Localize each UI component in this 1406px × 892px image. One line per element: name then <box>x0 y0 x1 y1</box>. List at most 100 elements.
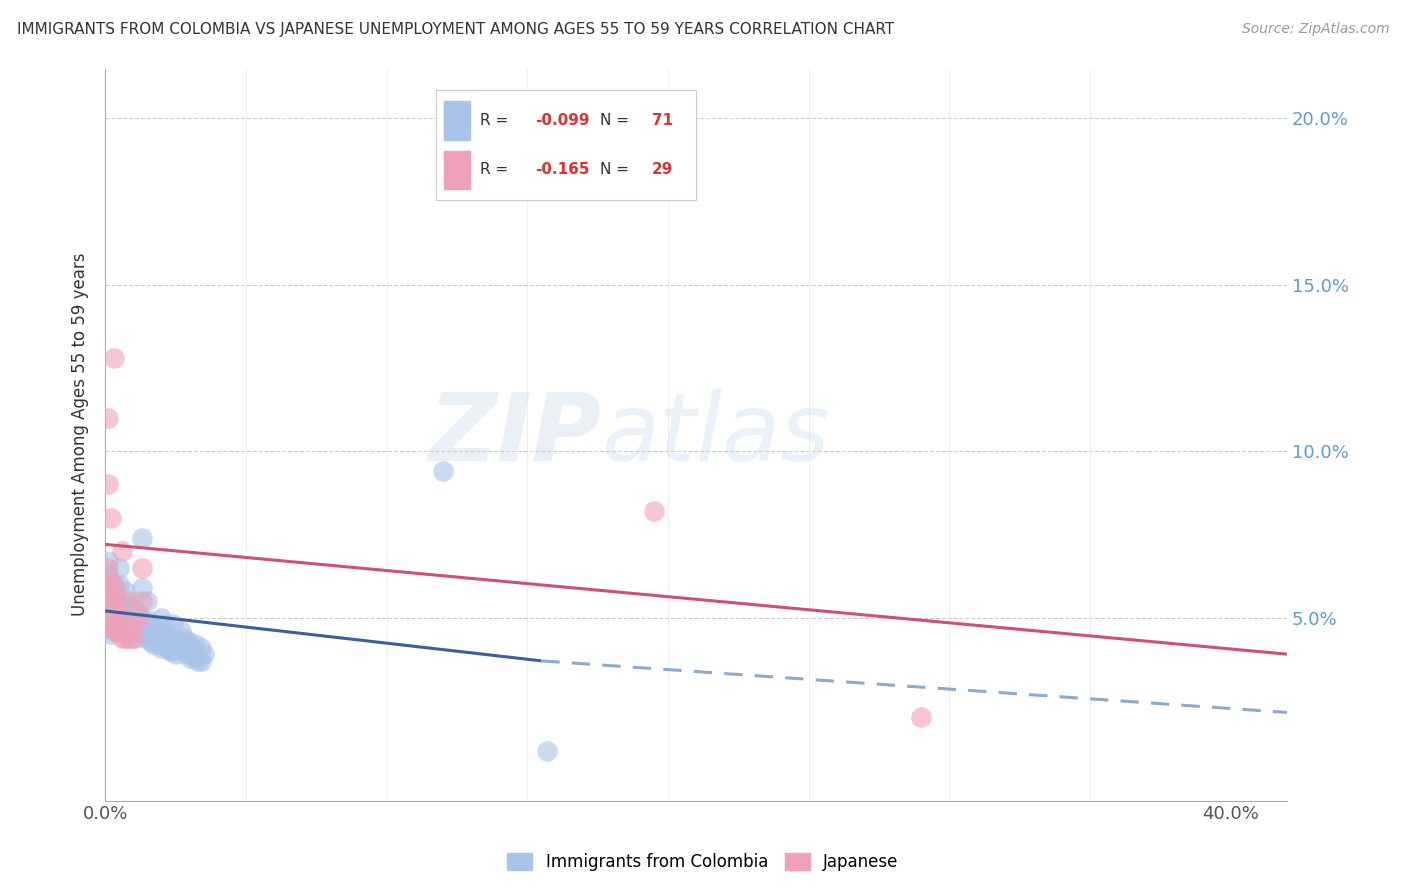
Point <box>134 627 156 641</box>
Point <box>142 624 165 638</box>
Point <box>111 597 134 611</box>
Point <box>193 647 215 661</box>
Text: atlas: atlas <box>602 389 830 480</box>
Point <box>131 581 153 595</box>
Point <box>103 577 125 591</box>
Point <box>103 584 125 599</box>
Point <box>108 607 131 622</box>
Point <box>114 631 136 645</box>
Point <box>100 597 122 611</box>
Point <box>103 597 125 611</box>
Point <box>103 610 125 624</box>
Point <box>167 637 190 651</box>
Point <box>97 554 120 568</box>
Point <box>142 637 165 651</box>
Point <box>105 624 128 638</box>
Point <box>173 631 195 645</box>
Point <box>97 560 120 574</box>
Point <box>97 621 120 635</box>
Point <box>97 610 120 624</box>
Point <box>125 617 148 632</box>
Point <box>162 617 184 632</box>
Point <box>131 624 153 638</box>
Point <box>108 624 131 638</box>
Point <box>103 351 125 365</box>
Point <box>103 621 125 635</box>
Point <box>117 610 139 624</box>
Point <box>97 567 120 582</box>
Point <box>190 654 212 668</box>
Point <box>103 597 125 611</box>
Point <box>111 631 134 645</box>
Point <box>131 594 153 608</box>
Point <box>179 637 201 651</box>
Point <box>100 574 122 588</box>
Point <box>190 640 212 655</box>
Point <box>97 577 120 591</box>
Point <box>181 644 204 658</box>
Point <box>150 627 173 641</box>
Point <box>910 710 932 724</box>
Point <box>117 621 139 635</box>
Point <box>184 650 207 665</box>
Y-axis label: Unemployment Among Ages 55 to 59 years: Unemployment Among Ages 55 to 59 years <box>72 252 89 616</box>
Point <box>100 614 122 628</box>
Point <box>114 604 136 618</box>
Point <box>97 587 120 601</box>
Point <box>122 600 145 615</box>
Point <box>150 640 173 655</box>
Point <box>100 604 122 618</box>
Point <box>97 477 120 491</box>
Point <box>105 624 128 638</box>
Point <box>111 617 134 632</box>
Point <box>131 531 153 545</box>
Point <box>117 631 139 645</box>
Point <box>125 631 148 645</box>
Point <box>131 560 153 574</box>
Point <box>100 577 122 591</box>
Point <box>103 624 125 638</box>
Point <box>97 587 120 601</box>
Point <box>187 654 209 668</box>
Point <box>643 504 665 518</box>
Point <box>128 607 150 622</box>
Point <box>105 584 128 599</box>
Point <box>108 624 131 638</box>
Point <box>136 617 159 632</box>
Point <box>100 584 122 599</box>
Point <box>156 627 179 641</box>
Point <box>120 631 142 645</box>
Point <box>100 510 122 524</box>
Point <box>114 624 136 638</box>
Point <box>145 621 167 635</box>
Point <box>120 610 142 624</box>
Text: IMMIGRANTS FROM COLOMBIA VS JAPANESE UNEMPLOYMENT AMONG AGES 55 TO 59 YEARS CORR: IMMIGRANTS FROM COLOMBIA VS JAPANESE UNE… <box>17 22 894 37</box>
Point <box>105 604 128 618</box>
Point <box>117 597 139 611</box>
Point <box>97 411 120 425</box>
Point <box>125 604 148 618</box>
Point <box>153 617 176 632</box>
Point <box>162 644 184 658</box>
Point <box>100 594 122 608</box>
Point <box>105 614 128 628</box>
Text: Source: ZipAtlas.com: Source: ZipAtlas.com <box>1241 22 1389 37</box>
Point <box>148 637 170 651</box>
Point <box>128 621 150 635</box>
Point <box>536 744 558 758</box>
Point <box>111 544 134 558</box>
Point <box>159 633 181 648</box>
Point <box>108 577 131 591</box>
Point <box>128 610 150 624</box>
Point <box>105 591 128 605</box>
Point <box>170 637 193 651</box>
Point <box>432 464 454 478</box>
Point <box>136 631 159 645</box>
Point <box>176 633 198 648</box>
Point <box>105 604 128 618</box>
Point <box>97 610 120 624</box>
Point <box>122 617 145 632</box>
Point <box>108 560 131 574</box>
Point <box>173 644 195 658</box>
Point <box>120 624 142 638</box>
